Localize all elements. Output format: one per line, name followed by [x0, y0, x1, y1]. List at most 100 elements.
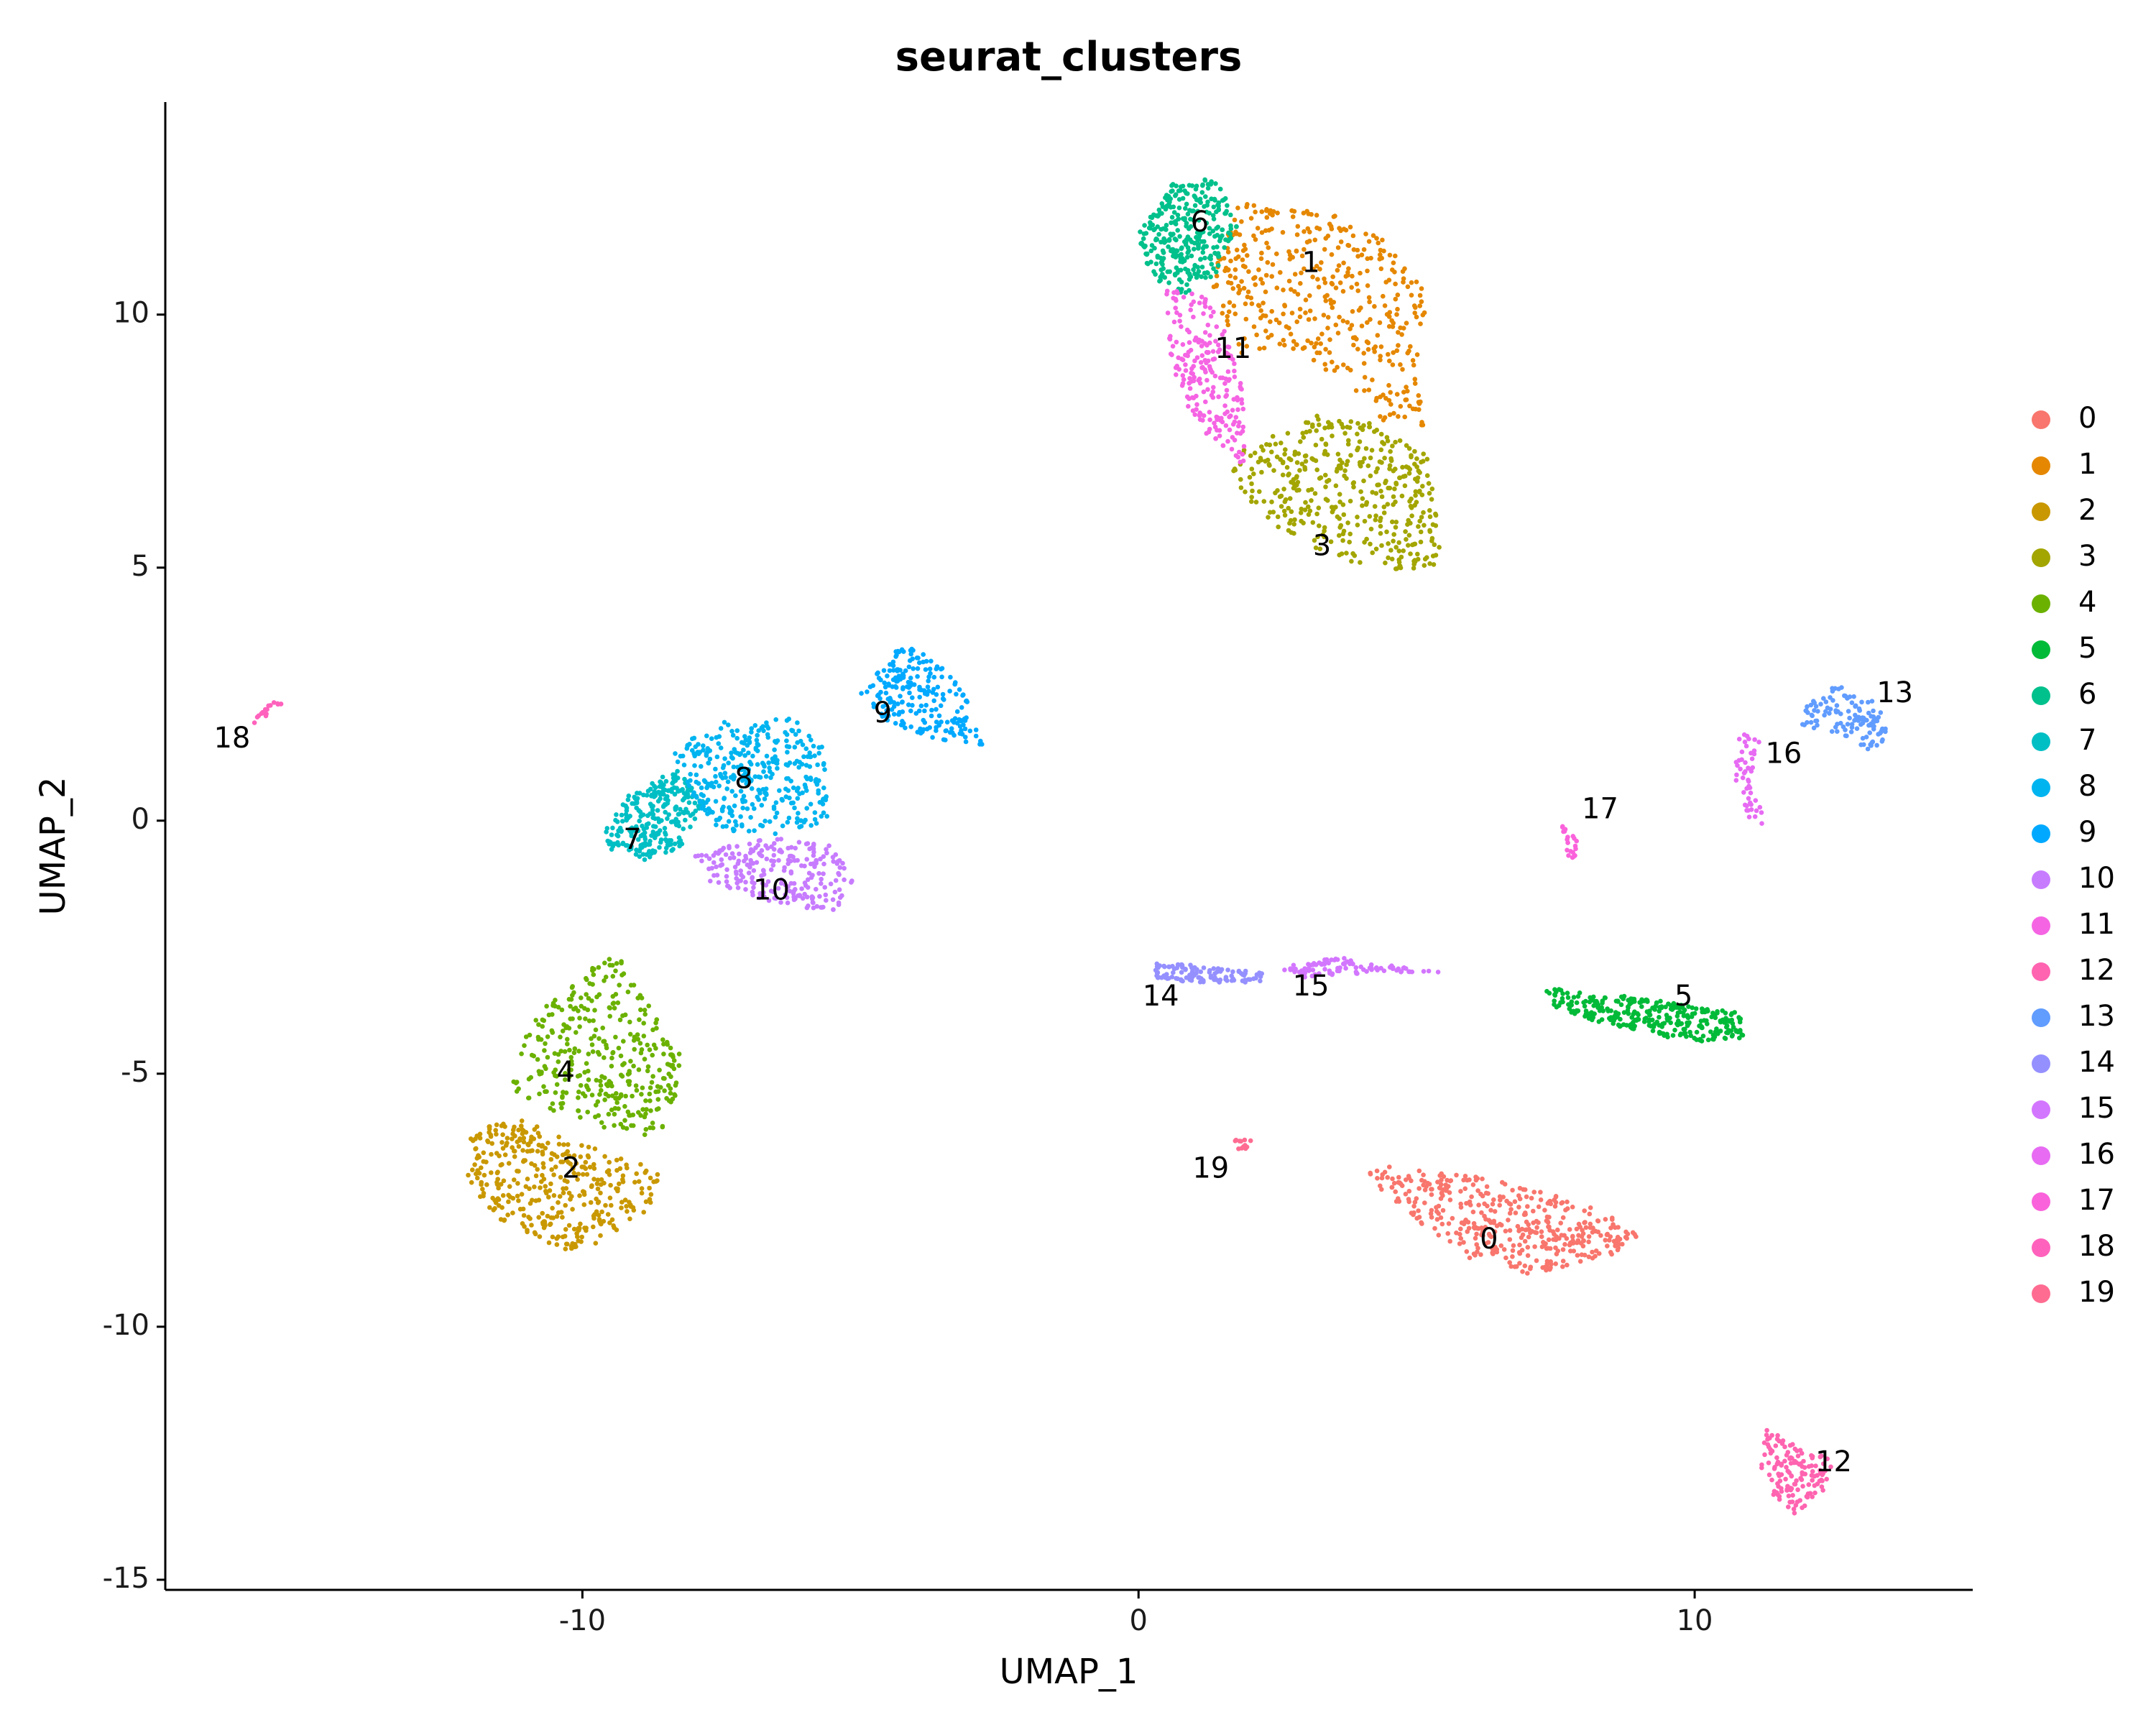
data-point: [668, 1086, 673, 1091]
legend-swatch: [2032, 594, 2050, 613]
data-point: [1197, 300, 1202, 305]
data-point: [1234, 231, 1240, 236]
data-point: [615, 1000, 621, 1006]
data-point: [1664, 1016, 1670, 1021]
data-point: [1309, 498, 1314, 503]
data-point: [1393, 482, 1399, 487]
data-point: [1626, 1005, 1631, 1011]
cluster-7-points: [604, 768, 705, 862]
data-point: [1708, 1029, 1713, 1034]
data-point: [819, 905, 825, 910]
data-point: [1341, 961, 1346, 967]
data-point: [824, 850, 829, 856]
data-point: [1187, 271, 1192, 277]
data-point: [1259, 250, 1264, 256]
data-point: [960, 693, 965, 698]
data-point: [1175, 962, 1181, 967]
data-point: [1765, 1437, 1770, 1442]
data-point: [1234, 224, 1239, 229]
data-point: [1173, 193, 1178, 198]
data-point: [543, 1146, 548, 1151]
data-point: [1603, 995, 1608, 1000]
data-point: [614, 1100, 619, 1105]
data-point: [1624, 1023, 1629, 1028]
data-point: [833, 878, 839, 883]
data-point: [1261, 448, 1266, 453]
data-point: [812, 753, 817, 758]
data-point: [1164, 972, 1169, 977]
data-point: [1808, 702, 1814, 708]
data-point: [1294, 319, 1299, 325]
data-point: [611, 1223, 616, 1228]
data-point: [1675, 1022, 1680, 1028]
data-point: [1559, 1200, 1564, 1206]
data-point: [681, 809, 686, 815]
data-point: [1471, 1220, 1477, 1226]
data-point: [1159, 211, 1164, 216]
data-point: [1827, 711, 1832, 716]
data-point: [1605, 1243, 1610, 1248]
data-point: [1370, 233, 1376, 239]
data-point: [586, 1052, 591, 1057]
data-point: [1610, 1215, 1615, 1220]
data-point: [1312, 237, 1318, 243]
data-point: [1203, 275, 1208, 280]
data-point: [1560, 999, 1565, 1005]
cluster-label: 18: [213, 722, 250, 755]
data-point: [772, 747, 777, 753]
data-point: [538, 1071, 544, 1076]
data-point: [468, 1136, 474, 1141]
data-point: [556, 1234, 561, 1239]
data-point: [1670, 1033, 1676, 1038]
data-point: [814, 781, 820, 786]
data-point: [1228, 280, 1234, 286]
data-point: [604, 829, 609, 834]
data-point: [711, 860, 717, 865]
data-point: [547, 1188, 553, 1193]
data-point: [525, 1141, 530, 1147]
data-point: [556, 1200, 561, 1205]
data-point: [585, 1109, 590, 1115]
data-point: [1170, 344, 1176, 349]
data-point: [1232, 466, 1238, 472]
data-point: [1245, 289, 1251, 295]
data-point: [582, 1093, 588, 1099]
data-point: [1842, 693, 1847, 699]
data-point: [1194, 275, 1199, 280]
data-point: [821, 810, 826, 816]
data-point: [792, 761, 798, 766]
data-point: [1312, 538, 1317, 543]
data-point: [816, 870, 821, 876]
data-point: [722, 756, 727, 761]
data-point: [1249, 466, 1255, 472]
data-point: [1381, 505, 1387, 510]
data-point: [566, 997, 572, 1002]
data-point: [1239, 219, 1244, 224]
data-point: [1242, 336, 1247, 341]
data-point: [1824, 1476, 1829, 1482]
data-point: [631, 1208, 637, 1213]
data-point: [886, 683, 892, 688]
data-point: [729, 750, 734, 755]
data-point: [1872, 716, 1877, 722]
data-point: [1806, 1482, 1812, 1487]
data-point: [634, 1087, 640, 1093]
data-point: [749, 730, 754, 735]
data-point: [1344, 462, 1349, 467]
data-point: [1233, 267, 1238, 272]
data-point: [1239, 350, 1245, 356]
data-point: [1787, 1499, 1792, 1505]
data-point: [1314, 413, 1319, 419]
data-point: [1586, 1239, 1591, 1245]
data-point: [1290, 214, 1296, 219]
data-point: [532, 1163, 538, 1168]
data-point: [1811, 725, 1817, 731]
data-point: [1322, 528, 1327, 533]
data-point: [1757, 804, 1763, 810]
data-point: [1565, 1206, 1570, 1211]
data-point: [1405, 284, 1411, 290]
data-point: [1681, 1026, 1687, 1032]
data-point: [1216, 263, 1221, 268]
data-point: [540, 1172, 545, 1178]
data-point: [761, 728, 766, 733]
